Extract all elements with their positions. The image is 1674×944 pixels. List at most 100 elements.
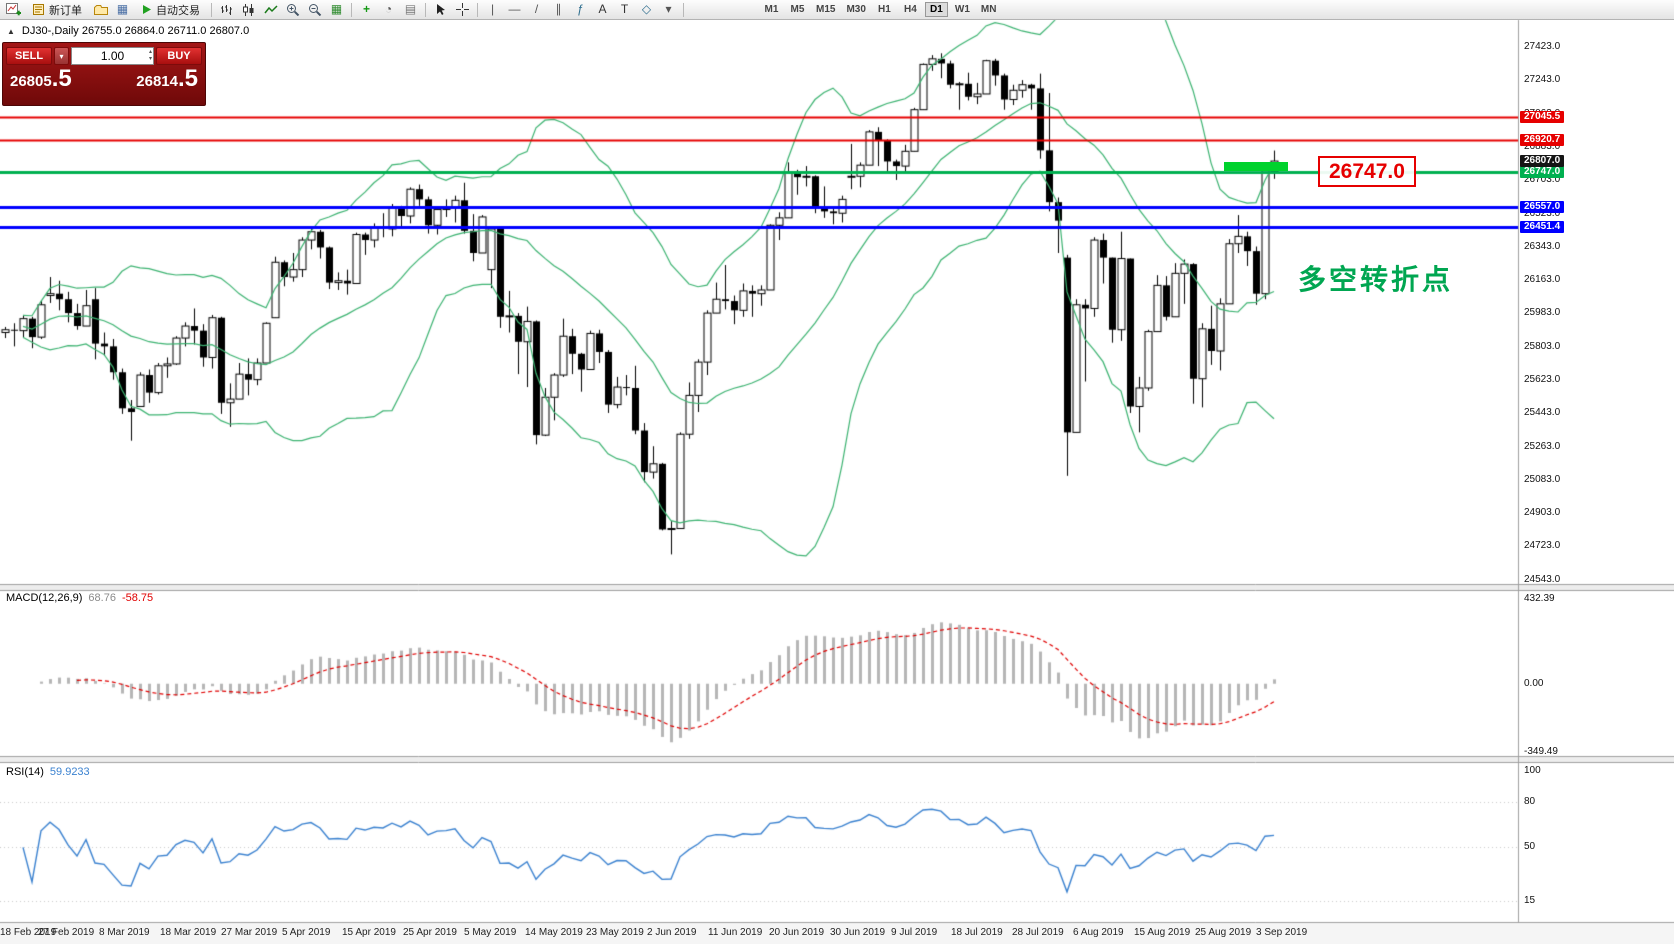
channel-icon[interactable]: ∥: [555, 2, 562, 16]
dropdown-arrow-icon[interactable]: ▾: [665, 2, 672, 16]
trendline-icon[interactable]: /: [534, 2, 539, 16]
crosshair-icon[interactable]: [452, 1, 473, 18]
time-axis-label: 18 Mar 2019: [160, 927, 217, 938]
price-axis-tick: 26523.0: [1524, 208, 1561, 219]
tile-windows-icon[interactable]: ▦: [330, 2, 343, 16]
price-axis-tick: 25803.0: [1524, 341, 1561, 352]
time-axis-label: 15 Aug 2019: [1134, 927, 1191, 938]
macd-axis-label: -349.49: [1524, 746, 1558, 757]
time-axis-label: 6 Aug 2019: [1073, 927, 1124, 938]
indicators-icon[interactable]: +: [362, 2, 370, 16]
timeframe-button-h1[interactable]: H1: [878, 4, 891, 15]
zoom-out-icon[interactable]: [304, 1, 325, 18]
macd-axis-label: 0.00: [1524, 678, 1544, 689]
chart-title: DJ30-,Daily 26755.0 26864.0 26711.0 2680…: [21, 25, 250, 37]
macd-name: MACD(12,26,9): [6, 592, 83, 604]
toolbar-separator: [683, 2, 684, 17]
price-axis[interactable]: 27423.027243.027063.026883.026703.026523…: [1519, 0, 1674, 944]
time-axis-label: 15 Apr 2019: [342, 927, 396, 938]
time-axis[interactable]: 18 Feb 2019 27 Feb 2019 8 Mar 2019 18 Mar 2…: [0, 922, 1518, 944]
buy-button[interactable]: BUY: [156, 47, 202, 65]
macd-signal-value: -58.75: [121, 592, 154, 604]
time-axis-label: 27 Mar 2019: [221, 927, 278, 938]
time-axis-label: 23 May 2019: [586, 927, 644, 938]
one-click-collapse-icon[interactable]: ▲: [7, 26, 15, 36]
macd-indicator-label: MACD(12,26,9) 68.76 -58.75: [6, 592, 153, 604]
autotrading-button-label: 自动交易: [156, 4, 200, 17]
line-chart-icon[interactable]: [260, 1, 281, 18]
turning-point-annotation[interactable]: 多空转折点: [1298, 264, 1454, 295]
timeframe-button-m15[interactable]: M15: [816, 4, 836, 15]
buy-price-frac: .5: [177, 65, 198, 92]
volume-dropdown-icon[interactable]: ▾: [54, 47, 69, 65]
sell-price-int: 26805: [10, 73, 52, 90]
profiles-icon[interactable]: [90, 1, 111, 18]
time-axis-label: 11 Jun 2019: [708, 927, 763, 938]
timeframe-button-m5[interactable]: M5: [790, 4, 805, 15]
price-axis-tick: 25263.0: [1524, 441, 1561, 452]
cursor-icon[interactable]: [430, 1, 451, 18]
price-axis-tick: 25983.0: [1524, 307, 1561, 318]
templates-icon[interactable]: ▤: [404, 2, 417, 16]
label-icon[interactable]: T: [620, 2, 629, 16]
chart-header: ▲ DJ30-,Daily 26755.0 26864.0 26711.0 26…: [7, 25, 249, 37]
time-axis-label: 14 May 2019: [525, 927, 583, 938]
rsi-value: 59.9233: [49, 766, 90, 778]
price-axis-tick: 24543.0: [1524, 574, 1561, 585]
volume-input[interactable]: 1.00 ▴ ▾: [71, 47, 154, 65]
toolbar-separator: [477, 2, 478, 17]
shapes-icon[interactable]: ◇: [641, 2, 652, 16]
buy-price[interactable]: 26814 .5: [136, 65, 198, 92]
candlestick-chart-icon[interactable]: [238, 1, 259, 18]
macd-main-value: 68.76: [88, 592, 116, 604]
fibonacci-icon[interactable]: ƒ: [577, 2, 584, 16]
horizontal-line-icon[interactable]: —: [508, 2, 521, 16]
timeframe-button-m30[interactable]: M30: [846, 4, 866, 15]
sell-price-frac: .5: [51, 65, 72, 92]
autotrading-button[interactable]: 自动交易: [134, 1, 207, 18]
price-axis-tick: 25443.0: [1524, 407, 1561, 418]
timeframe-button-d1[interactable]: D1: [924, 2, 948, 17]
price-line-label: 26920.7: [1520, 134, 1565, 146]
volume-down-icon[interactable]: ▾: [148, 56, 152, 62]
new-order-button-label: 新订单: [49, 4, 82, 17]
toolbar-separator: [211, 2, 212, 17]
sell-price[interactable]: 26805 .5: [10, 65, 72, 92]
vertical-line-icon[interactable]: |: [490, 2, 495, 16]
timeframe-button-h4[interactable]: H4: [904, 4, 917, 15]
rsi-axis-label: 100: [1524, 765, 1541, 776]
price-callout-box[interactable]: 26747.0: [1318, 156, 1416, 187]
timeframe-button-mn[interactable]: MN: [980, 4, 997, 15]
time-axis-label: 18 Feb 2019: [0, 927, 57, 938]
price-line-label: 26557.0: [1520, 201, 1565, 213]
new-chart-icon[interactable]: [3, 1, 24, 18]
time-axis-label: 8 Mar 2019: [99, 927, 150, 938]
price-axis-tick: 25623.0: [1524, 374, 1561, 385]
timeframe-button-m1[interactable]: M1: [764, 4, 779, 15]
volume-stepper[interactable]: ▴ ▾: [149, 48, 152, 64]
time-axis-label: 2 Jun 2019: [647, 927, 697, 938]
volume-up-icon[interactable]: ▴: [148, 49, 152, 55]
rsi-axis-label: 15: [1524, 895, 1536, 906]
text-icon[interactable]: A: [598, 2, 607, 16]
data-window-icon[interactable]: ▦: [116, 2, 129, 16]
sell-button[interactable]: SELL: [6, 47, 52, 65]
time-axis-label: 3 Sep 2019: [1256, 927, 1308, 938]
zoom-in-icon[interactable]: [282, 1, 303, 18]
price-axis-tick: 24723.0: [1524, 540, 1561, 551]
periods-icon[interactable]: ◔: [384, 2, 393, 16]
rsi-indicator-label: RSI(14) 59.9233: [6, 766, 90, 778]
new-order-button[interactable]: 新订单: [25, 1, 89, 18]
timeframe-button-w1[interactable]: W1: [954, 4, 970, 15]
rsi-axis-label: 50: [1524, 841, 1536, 852]
time-axis-label: 9 Jul 2019: [891, 927, 938, 938]
bar-chart-icon[interactable]: [216, 1, 237, 18]
price-axis-tick: 25083.0: [1524, 474, 1561, 485]
toolbar-separator: [351, 2, 352, 17]
volume-value: 1.00: [100, 49, 125, 63]
highlight-rectangle[interactable]: [1224, 162, 1288, 171]
rsi-name: RSI(14): [6, 766, 44, 778]
time-axis-label: 30 Jun 2019: [830, 927, 886, 938]
rsi-axis-label: 80: [1524, 796, 1536, 807]
